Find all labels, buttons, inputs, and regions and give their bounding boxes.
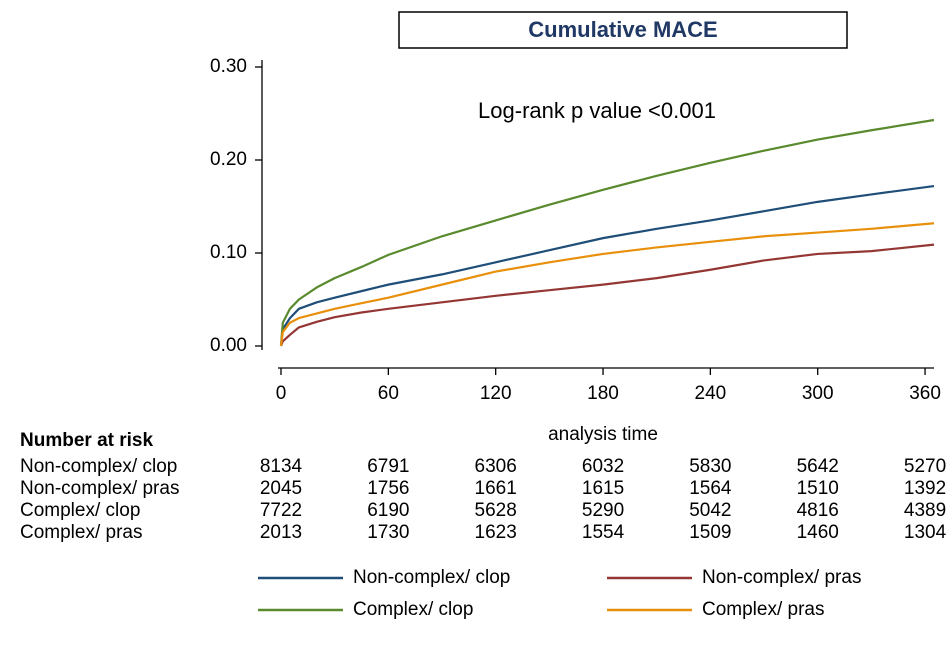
risk-value: 4389 (904, 500, 946, 521)
x-tick-label: 180 (587, 383, 619, 404)
y-tick-label: 0.10 (210, 242, 247, 263)
title-box (398, 11, 848, 49)
legend-label: Complex/ pras (702, 599, 825, 620)
annotation: Log-rank p value <0.001 (478, 98, 716, 123)
x-tick-label: 240 (695, 383, 727, 404)
chart-title: Cumulative MACE (528, 17, 717, 42)
risk-value: 1509 (689, 522, 731, 543)
risk-value: 7722 (260, 500, 302, 521)
risk-value: 5270 (904, 456, 946, 477)
risk-value: 1554 (582, 522, 625, 543)
x-tick-label: 0 (276, 383, 287, 404)
risk-value: 5290 (582, 500, 624, 521)
risk-value: 5830 (689, 456, 731, 477)
risk-value: 5042 (689, 500, 731, 521)
risk-value: 1623 (475, 522, 517, 543)
risk-value: 5628 (475, 500, 517, 521)
risk-row-label: Complex/ clop (20, 500, 140, 521)
risk-value: 1392 (904, 478, 946, 499)
risk-row-label: Non-complex/ pras (20, 478, 179, 499)
series-line (279, 243, 935, 347)
risk-row-label: Complex/ pras (20, 522, 143, 543)
risk-value: 2045 (260, 478, 302, 499)
y-tick-label: 0.00 (210, 335, 247, 356)
risk-value: 5642 (797, 456, 839, 477)
risk-value: 6190 (367, 500, 409, 521)
risk-value: 1304 (904, 522, 947, 543)
legend-label: Complex/ clop (353, 599, 473, 620)
legend-label: Non-complex/ pras (702, 567, 861, 588)
series-line (279, 118, 935, 347)
risk-value: 6032 (582, 456, 624, 477)
risk-value: 1756 (367, 478, 409, 499)
risk-value: 1564 (689, 478, 732, 499)
risk-table-title: Number at risk (20, 430, 153, 451)
series-line (279, 184, 935, 347)
risk-value: 1661 (475, 478, 517, 499)
x-axis-label: analysis time (548, 424, 658, 445)
x-tick-label: 120 (480, 383, 512, 404)
risk-value: 8134 (260, 456, 303, 477)
risk-value: 6791 (367, 456, 409, 477)
legend-label: Non-complex/ clop (353, 567, 510, 588)
risk-value: 1460 (797, 522, 839, 543)
x-tick-label: 360 (909, 383, 941, 404)
risk-value: 1510 (797, 478, 839, 499)
x-tick-label: 60 (378, 383, 399, 404)
y-tick-label: 0.30 (210, 56, 247, 77)
risk-value: 2013 (260, 522, 302, 543)
series-line (279, 222, 935, 347)
risk-value: 6306 (475, 456, 517, 477)
y-tick-label: 0.20 (210, 149, 247, 170)
risk-value: 1730 (367, 522, 409, 543)
risk-value: 4816 (797, 500, 839, 521)
x-tick-label: 300 (802, 383, 834, 404)
risk-row-label: Non-complex/ clop (20, 456, 177, 477)
risk-value: 1615 (582, 478, 624, 499)
